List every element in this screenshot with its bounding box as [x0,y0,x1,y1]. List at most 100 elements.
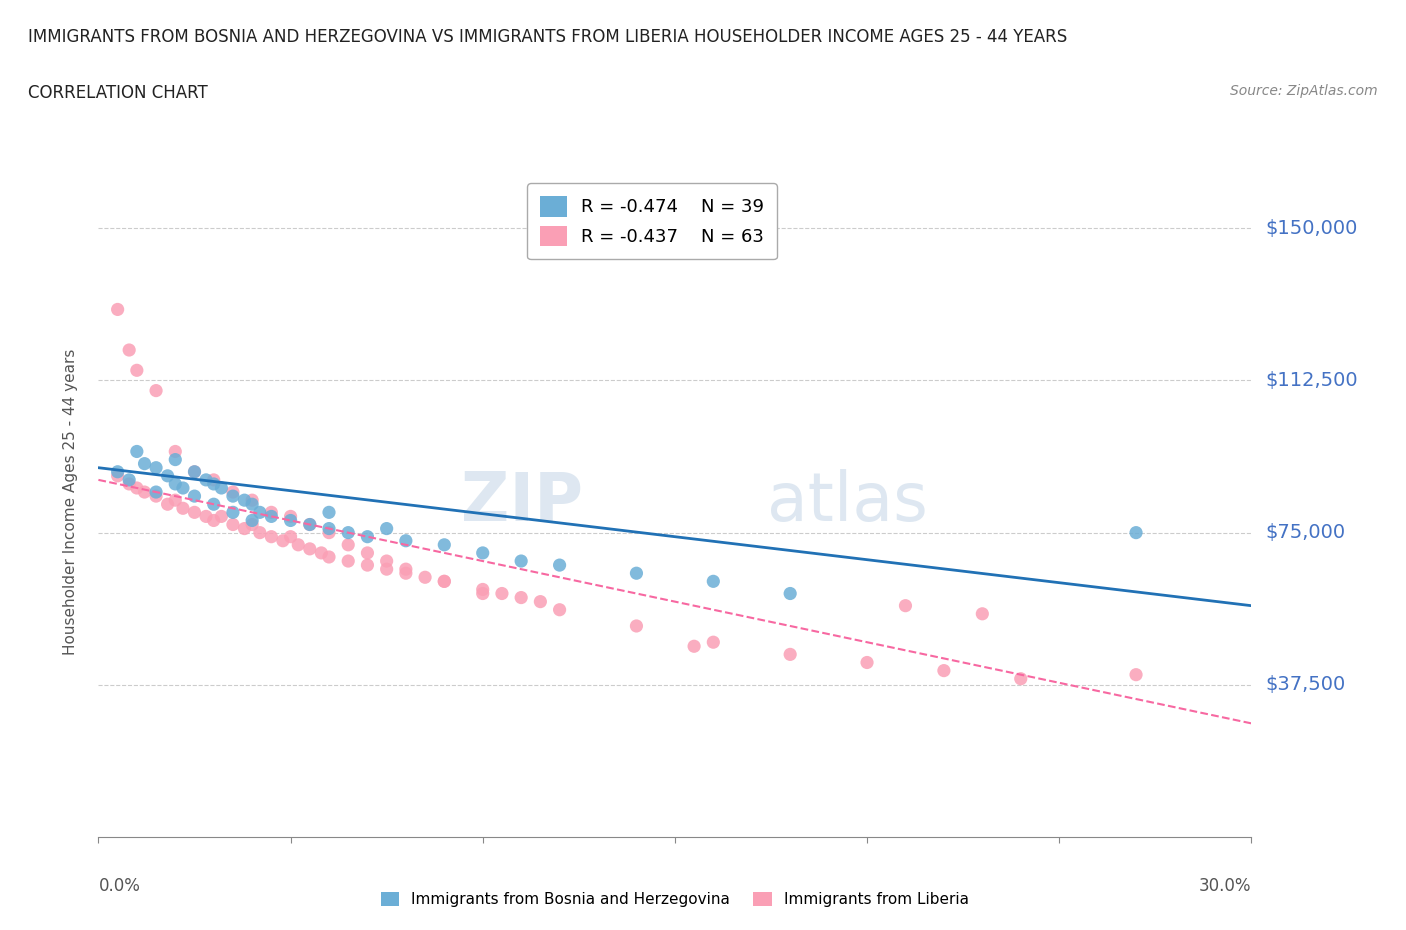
Point [318,521,340,536]
Point [510,553,533,568]
Text: 30.0%: 30.0% [1199,877,1251,896]
Point [395,565,418,580]
Point [240,513,263,528]
Point [702,574,724,589]
Point [1010,671,1032,686]
Point [337,538,360,552]
Point [471,582,494,597]
Point [298,541,321,556]
Point [172,481,194,496]
Point [202,476,225,491]
Point [337,525,360,540]
Point [125,481,148,496]
Text: $75,000: $75,000 [1265,524,1346,542]
Point [222,488,245,503]
Point [260,529,283,544]
Point [222,485,245,499]
Point [107,469,129,484]
Point [134,485,156,499]
Text: $37,500: $37,500 [1265,675,1346,695]
Point [395,562,418,577]
Point [626,565,648,580]
Point [298,517,321,532]
Y-axis label: Householder Income Ages 25 - 44 years: Householder Income Ages 25 - 44 years [63,349,77,656]
Point [165,452,187,467]
Point [118,476,141,491]
Point [433,574,456,589]
Point [233,493,256,508]
Point [271,533,294,548]
Point [280,513,302,528]
Point [356,558,378,573]
Point [107,302,129,317]
Point [626,618,648,633]
Point [471,546,494,561]
Point [118,342,141,357]
Point [395,533,418,548]
Text: IMMIGRANTS FROM BOSNIA AND HERZEGOVINA VS IMMIGRANTS FROM LIBERIA HOUSEHOLDER IN: IMMIGRANTS FROM BOSNIA AND HERZEGOVINA V… [28,28,1067,46]
Point [375,553,398,568]
Text: 0.0%: 0.0% [98,877,141,896]
Point [222,517,245,532]
Point [972,606,994,621]
Point [337,553,360,568]
Point [298,517,321,532]
Point [433,574,456,589]
Text: $112,500: $112,500 [1265,371,1358,390]
Point [356,529,378,544]
Point [145,485,167,499]
Point [145,488,167,503]
Point [165,444,187,458]
Point [356,546,378,561]
Point [856,655,879,670]
Point [287,538,309,552]
Point [183,464,205,479]
Point [240,493,263,508]
Point [318,525,340,540]
Point [165,493,187,508]
Point [894,598,917,613]
Point [125,363,148,378]
Point [471,586,494,601]
Text: CORRELATION CHART: CORRELATION CHART [28,84,208,101]
Point [134,457,156,472]
Point [249,505,271,520]
Point [125,444,148,458]
Point [683,639,706,654]
Point [172,501,194,516]
Point [240,497,263,512]
Point [702,635,724,650]
Point [156,469,179,484]
Point [311,546,333,561]
Point [202,472,225,487]
Point [209,509,232,524]
Legend: Immigrants from Bosnia and Herzegovina, Immigrants from Liberia: Immigrants from Bosnia and Herzegovina, … [375,885,974,913]
Point [932,663,955,678]
Point [145,383,167,398]
Point [318,505,340,520]
Point [202,497,225,512]
Point [375,562,398,577]
Point [165,476,187,491]
Point [318,550,340,565]
Point [118,472,141,487]
Point [202,513,225,528]
Point [183,488,205,503]
Point [156,497,179,512]
Text: Source: ZipAtlas.com: Source: ZipAtlas.com [1230,84,1378,98]
Point [433,538,456,552]
Point [233,521,256,536]
Point [510,591,533,605]
Point [195,472,218,487]
Point [280,509,302,524]
Point [240,517,263,532]
Point [280,529,302,544]
Point [779,647,801,662]
Point [548,558,571,573]
Point [183,464,205,479]
Point [413,570,436,585]
Point [222,505,245,520]
Point [529,594,551,609]
Point [375,521,398,536]
Point [1125,525,1147,540]
